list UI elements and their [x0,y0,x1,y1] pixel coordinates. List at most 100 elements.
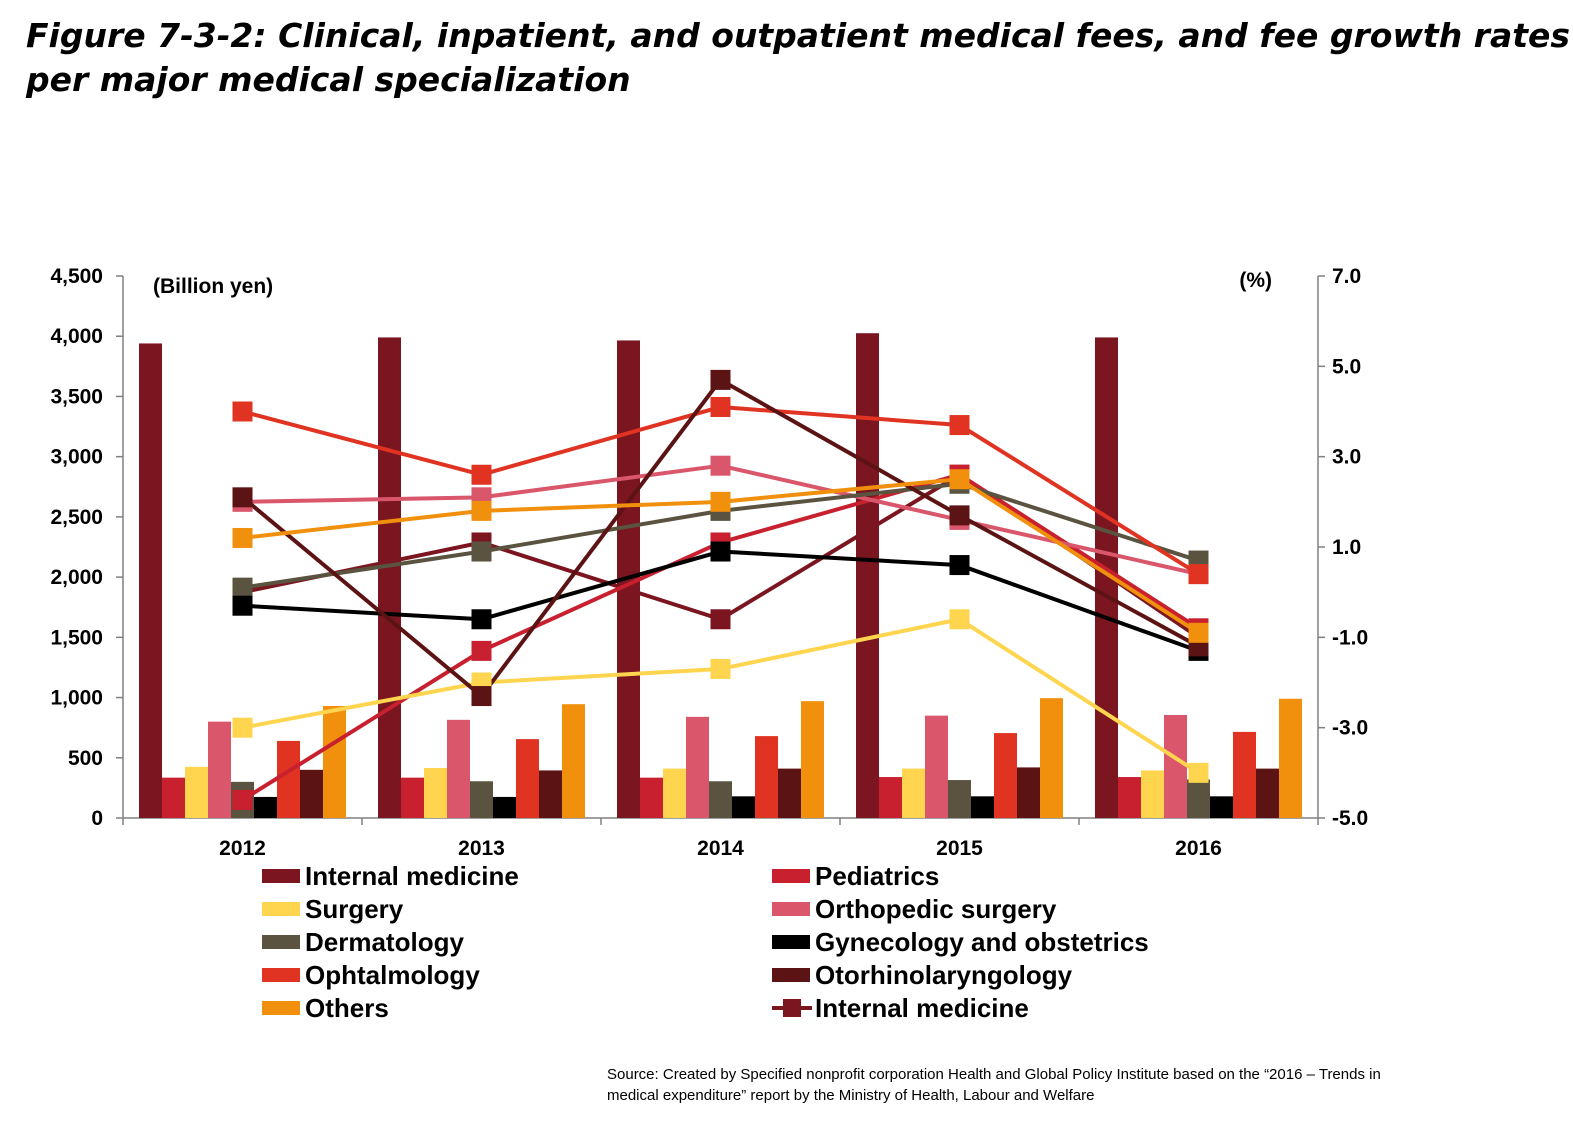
y-left-tick-label: 3,000 [50,446,103,469]
bar-internal-medicine [139,343,162,818]
marker-internal-medicine [710,609,731,630]
legend-label: Others [305,993,389,1023]
marker-others [471,500,492,521]
bar-internal-medicine [378,337,401,818]
bar-others [1040,698,1063,818]
y-left-tick-label: 500 [68,747,103,770]
marker-ophtalmology [949,415,970,436]
legend-label: Otorhinolaryngology [815,960,1073,990]
legend-label: Internal medicine [305,861,519,891]
legend-label: Gynecology and obstetrics [815,927,1149,957]
bar-others [801,701,824,818]
marker-ophtalmology [1188,564,1209,585]
marker-dermatology [471,541,492,562]
bar-ophtalmology [277,740,300,818]
bar-orthopedic-surgery [925,715,948,818]
source-note-line-1: Source: Created by Specified nonprofit c… [607,1066,1381,1083]
bar-surgery [185,766,208,818]
y-left-tick-label: 4,000 [50,325,103,348]
marker-gynecology-and-obstetrics [471,609,492,630]
y-right-tick-label: 1.0 [1332,536,1361,559]
marker-otorhinolaryngology [232,487,253,508]
bar-pediatrics [162,777,185,818]
bar-ophtalmology [755,736,778,818]
bar-dermatology [1187,779,1210,818]
lines [232,369,1209,810]
legend-label: Internal medicine [815,993,1029,1023]
y-right-tick-label: 3.0 [1332,446,1361,469]
y-left-tick-label: 3,500 [50,385,103,408]
legend-swatch-bar [772,902,810,916]
bar-dermatology [948,780,971,818]
marker-surgery [949,609,970,630]
bar-dermatology [470,781,493,818]
y-right-tick-label: 7.0 [1332,265,1361,288]
bar-pediatrics [401,777,424,818]
marker-otorhinolaryngology [949,505,970,526]
legend-swatch-bar [772,968,810,982]
bar-otorhinolaryngology [539,770,562,818]
y-left-tick-label: 2,500 [50,506,103,529]
x-tick-label: 2015 [936,837,983,860]
bar-gynecology-and-obstetrics [493,796,516,818]
x-tick-label: 2016 [1175,837,1222,860]
bars [139,333,1302,818]
bar-surgery [1141,770,1164,818]
bar-internal-medicine [1095,337,1118,818]
legend-swatch-bar [772,935,810,949]
marker-surgery [1188,762,1209,783]
bar-orthopedic-surgery [1164,715,1187,818]
marker-dermatology [232,577,253,598]
legend-label: Ophtalmology [305,960,480,990]
marker-pediatrics [471,640,492,661]
x-tick-label: 2013 [458,837,505,860]
y-left-axis-label: (Billion yen) [153,275,273,298]
chart-title: Figure 7-3-2: Clinical, inpatient, and o… [26,14,1571,102]
bar-gynecology-and-obstetrics [971,796,994,818]
bar-surgery [663,768,686,818]
marker-surgery [710,658,731,679]
bar-internal-medicine [856,333,879,818]
bar-others [323,705,346,818]
legend-swatch-bar [262,869,300,883]
legend-label: Orthopedic surgery [815,894,1057,924]
bar-others [1279,698,1302,818]
bar-gynecology-and-obstetrics [1210,796,1233,818]
marker-ophtalmology [471,464,492,485]
bar-ophtalmology [516,739,539,818]
x-tick-label: 2014 [697,837,744,860]
bar-gynecology-and-obstetrics [732,796,755,818]
marker-pediatrics [232,789,253,810]
marker-surgery [232,717,253,738]
bar-orthopedic-surgery [686,716,709,818]
bar-ophtalmology [994,733,1017,818]
legend-swatch-bar [772,869,810,883]
bar-orthopedic-surgery [447,719,470,818]
marker-otorhinolaryngology [471,686,492,707]
bar-dermatology [709,781,732,818]
legend-swatch-bar [262,902,300,916]
marker-otorhinolaryngology [710,369,731,390]
legend: Internal medicine Pediatrics Surgery Orthop… [262,861,1149,1023]
legend-swatch-bar [262,968,300,982]
bar-surgery [902,768,925,818]
bar-surgery [424,768,447,818]
bar-orthopedic-surgery [208,721,231,818]
y-right-tick-label: -1.0 [1332,626,1368,649]
chart-title-line-1: Figure 7-3-2: Clinical, inpatient, and o… [26,16,1571,55]
marker-others [232,527,253,548]
legend-swatch-bar [262,935,300,949]
marker-gynecology-and-obstetrics [949,555,970,576]
y-left-tick-label: 1,500 [50,626,103,649]
y-left-tick-label: 2,000 [50,566,103,589]
marker-others [949,469,970,490]
marker-gynecology-and-obstetrics [232,595,253,616]
legend-label: Surgery [305,894,404,924]
y-right-tick-label: -3.0 [1332,717,1368,740]
x-tick-label: 2012 [219,837,266,860]
marker-gynecology-and-obstetrics [710,541,731,562]
y-right-tick-label: -5.0 [1332,807,1368,830]
legend-label: Pediatrics [815,861,939,891]
y-right-axis-label: (%) [1239,269,1272,292]
